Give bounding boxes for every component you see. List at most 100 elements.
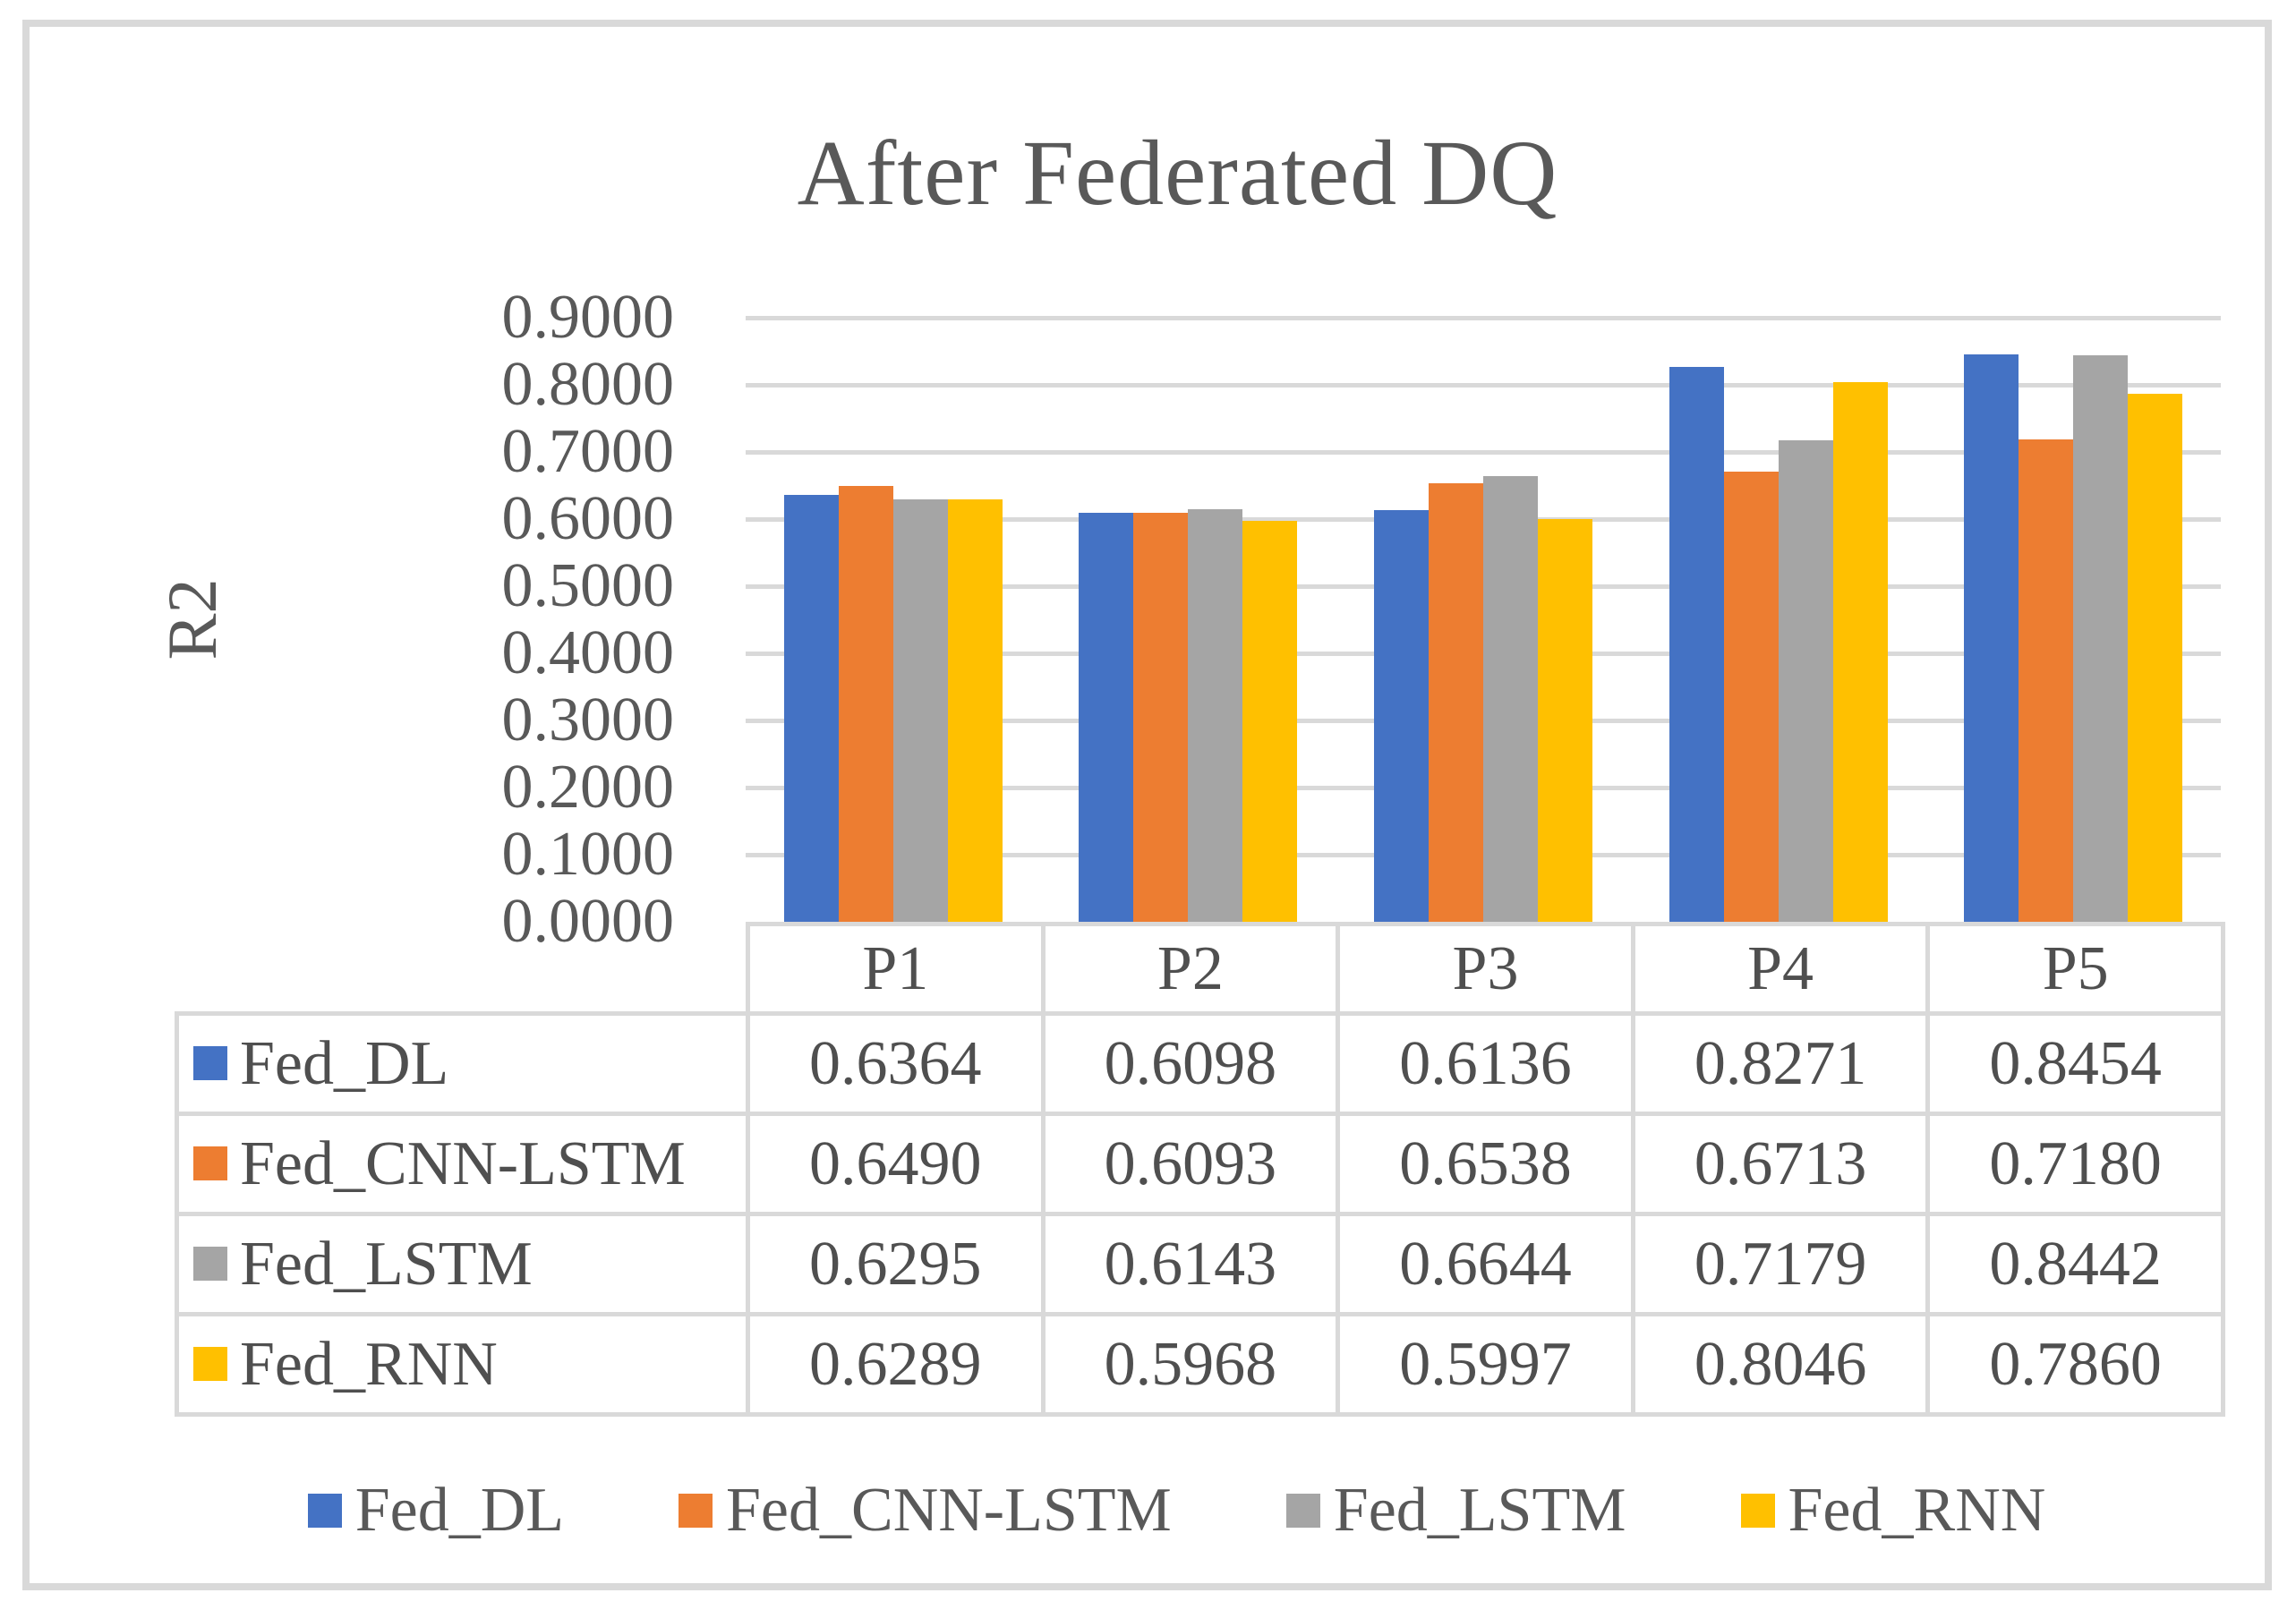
table-corner-blank	[177, 924, 748, 1014]
bar-fed-cnn-lstm-p2	[1133, 513, 1189, 922]
y-axis-tick-label: 0.0000	[501, 887, 675, 956]
y-axis-title: R2	[153, 578, 231, 660]
table-value-p5: 0.8454	[1925, 1011, 2225, 1116]
table-header-p4: P4	[1630, 922, 1931, 1016]
table-value-p3: 0.6644	[1336, 1212, 1635, 1316]
legend-key-icon	[1285, 1494, 1320, 1528]
bar-fed-cnn-lstm-p1	[838, 486, 893, 922]
bar-fed-rnn-p2	[1242, 521, 1298, 922]
bar-fed-dl-p4	[1669, 367, 1724, 922]
table-value-p2: 0.6093	[1040, 1112, 1341, 1216]
bar-fed-dl-p1	[783, 495, 839, 922]
legend-key-icon	[193, 1046, 227, 1081]
gridline	[746, 450, 2221, 455]
legend-item-fed-dl: Fed_DL	[307, 1475, 564, 1546]
y-axis-tick-label: 0.3000	[501, 686, 675, 754]
series-name: Fed_CNN-LSTM	[240, 1129, 686, 1198]
table-row-label: Fed_RNN	[175, 1312, 750, 1417]
bar-group-p5	[1925, 318, 2221, 922]
table-value-p5: 0.7180	[1925, 1112, 2225, 1216]
bar-fed-cnn-lstm-p4	[1723, 472, 1779, 922]
data-table: P1 P2 P3 P4 P5 Fed_DL 0.6364 0.6098 0.6136 0.8271…	[175, 922, 2225, 1417]
bar-groups	[746, 318, 2221, 922]
bar-group-p3	[1336, 318, 1631, 922]
chart-frame: After Federated DQ R2 0.0000 0.1000 0.2000…	[22, 20, 2272, 1590]
legend-label: Fed_LSTM	[1333, 1476, 1626, 1545]
table-header-p5: P5	[1925, 922, 2225, 1016]
chart-title: After Federated DQ	[797, 122, 1558, 225]
table-row-label: Fed_CNN-LSTM	[175, 1112, 750, 1216]
bar-fed-lstm-p3	[1482, 476, 1538, 922]
legend-key-icon	[193, 1247, 227, 1282]
table-value-p3: 0.5997	[1336, 1312, 1635, 1417]
table-value-p2: 0.6143	[1040, 1212, 1341, 1316]
bar-fed-dl-p3	[1373, 510, 1429, 922]
y-axis-tick-label: 0.7000	[501, 417, 675, 486]
table-row-label: Fed_LSTM	[175, 1212, 750, 1316]
bar-fed-lstm-p2	[1188, 509, 1243, 922]
legend-label: Fed_RNN	[1788, 1476, 2046, 1545]
bar-fed-rnn-p1	[947, 499, 1003, 922]
bar-fed-cnn-lstm-p5	[2019, 439, 2074, 922]
table-value-p1: 0.6289	[746, 1312, 1046, 1417]
table-header-row: P1 P2 P3 P4 P5	[177, 922, 2225, 1016]
legend-item-fed-rnn: Fed_RNN	[1740, 1475, 2046, 1546]
y-axis-tick-label: 0.1000	[501, 820, 675, 889]
table-value-p1: 0.6295	[746, 1212, 1046, 1316]
table-row-fed-rnn: Fed_RNN 0.6289 0.5968 0.5997 0.8046 0.7860	[175, 1312, 2225, 1417]
plot-area	[746, 316, 2221, 922]
bar-fed-cnn-lstm-p3	[1428, 483, 1483, 922]
bar-fed-dl-p5	[1964, 354, 2019, 922]
bar-fed-lstm-p4	[1778, 440, 1833, 922]
table-header-p2: P2	[1040, 922, 1341, 1016]
y-axis-tick-label: 0.9000	[501, 283, 675, 352]
table-row-fed-lstm: Fed_LSTM 0.6295 0.6143 0.6644 0.7179 0.8442	[175, 1212, 2225, 1316]
legend: Fed_DL Fed_CNN-LSTM Fed_LSTM Fed_RNN	[52, 1470, 2296, 1551]
table-value-p4: 0.8271	[1630, 1011, 1931, 1116]
table-value-p2: 0.6098	[1040, 1011, 1341, 1116]
table-row-fed-cnn-lstm: Fed_CNN-LSTM 0.6490 0.6093 0.6538 0.6713 0.71…	[175, 1112, 2225, 1216]
legend-label: Fed_CNN-LSTM	[726, 1476, 1172, 1545]
bar-fed-rnn-p3	[1537, 519, 1592, 922]
legend-key-icon	[193, 1146, 227, 1181]
table-row-label: Fed_DL	[175, 1011, 750, 1116]
table-value-p3: 0.6136	[1336, 1011, 1635, 1116]
bar-group-p2	[1041, 318, 1336, 922]
table-header-p3: P3	[1336, 922, 1635, 1016]
table-value-p4: 0.7179	[1630, 1212, 1931, 1316]
series-name: Fed_LSTM	[240, 1229, 533, 1299]
table-header-p1: P1	[746, 922, 1046, 1016]
y-axis-tick-label: 0.4000	[501, 618, 675, 687]
y-axis-tick-label: 0.6000	[501, 484, 675, 553]
table-value-p3: 0.6538	[1336, 1112, 1635, 1216]
table-value-p4: 0.8046	[1630, 1312, 1931, 1417]
bar-fed-rnn-p5	[2128, 394, 2183, 922]
table-value-p1: 0.6364	[746, 1011, 1046, 1116]
legend-key-icon	[1740, 1494, 1775, 1528]
table-value-p5: 0.8442	[1925, 1212, 2225, 1316]
legend-label: Fed_DL	[354, 1476, 564, 1545]
series-name: Fed_RNN	[240, 1329, 498, 1399]
bar-fed-dl-p2	[1079, 513, 1134, 922]
bar-fed-lstm-p5	[2073, 355, 2129, 922]
legend-item-fed-lstm: Fed_LSTM	[1285, 1475, 1626, 1546]
y-axis-tick-label: 0.2000	[501, 753, 675, 822]
bar-fed-rnn-p4	[1832, 382, 1888, 922]
gridline	[746, 383, 2221, 388]
gridline	[746, 316, 2221, 320]
legend-key-icon	[307, 1494, 342, 1528]
series-name: Fed_DL	[240, 1028, 449, 1098]
legend-key-icon	[193, 1347, 227, 1382]
bar-group-p4	[1631, 318, 1926, 922]
y-axis-tick-label: 0.5000	[501, 551, 675, 620]
bar-fed-lstm-p1	[892, 499, 948, 922]
y-axis-tick-label: 0.8000	[501, 350, 675, 419]
legend-key-icon	[679, 1494, 713, 1528]
table-value-p4: 0.6713	[1630, 1112, 1931, 1216]
table-row-fed-dl: Fed_DL 0.6364 0.6098 0.6136 0.8271 0.8454	[175, 1011, 2225, 1116]
table-value-p2: 0.5968	[1040, 1312, 1341, 1417]
table-value-p1: 0.6490	[746, 1112, 1046, 1216]
bar-group-p1	[746, 318, 1041, 922]
table-value-p5: 0.7860	[1925, 1312, 2225, 1417]
legend-item-fed-cnn-lstm: Fed_CNN-LSTM	[679, 1475, 1172, 1546]
